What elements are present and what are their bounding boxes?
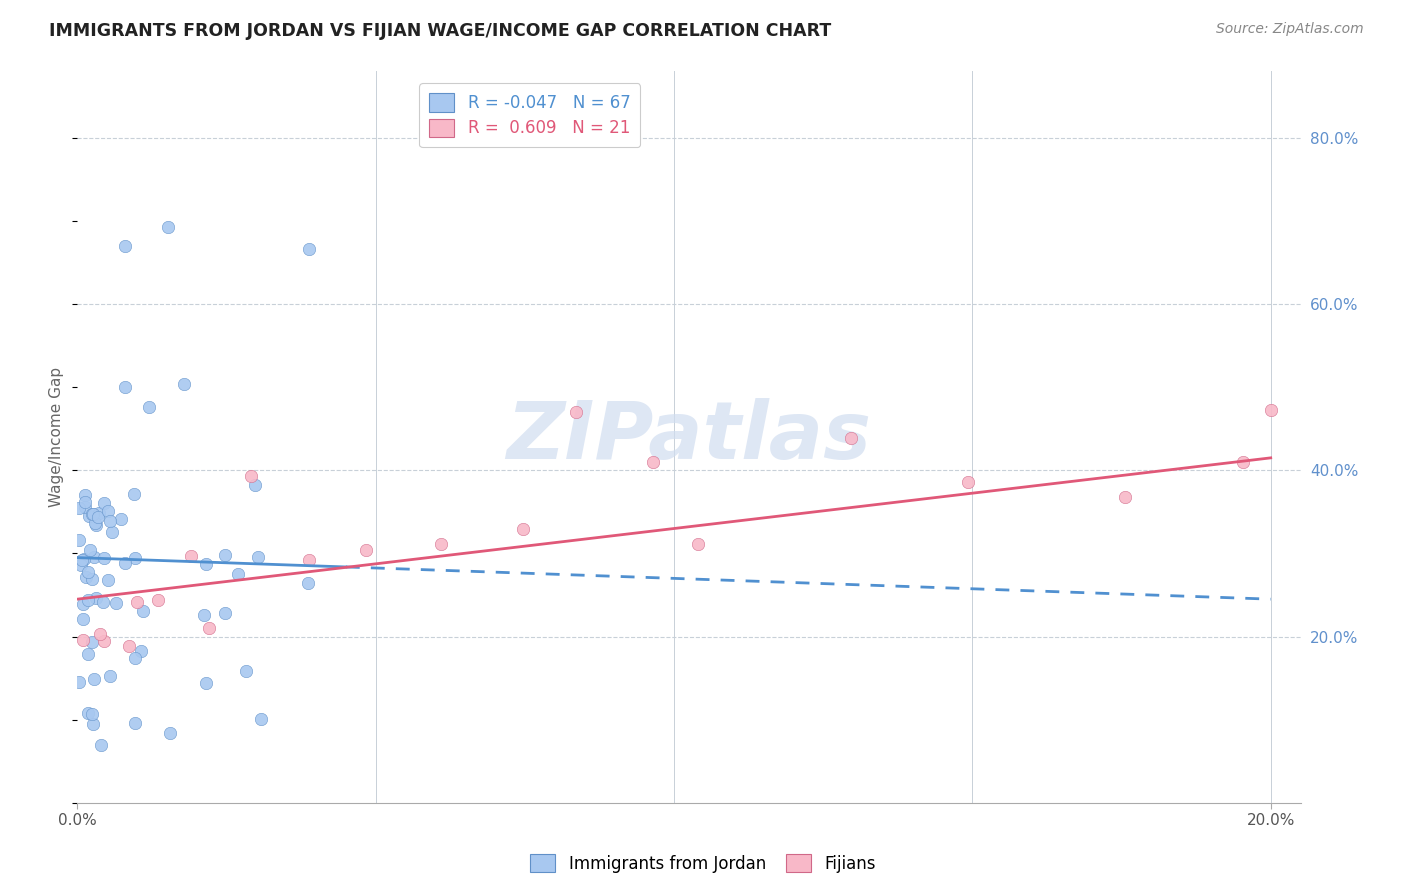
Point: [72, 597, 94, 611]
Point: [124, 716, 146, 731]
Point: [245, 478, 267, 492]
Point: [240, 469, 263, 483]
Point: [80, 572, 103, 586]
Point: [430, 537, 453, 551]
Point: [193, 607, 215, 622]
Point: [214, 606, 236, 620]
Point: [73, 495, 96, 509]
Point: [83, 550, 105, 565]
Point: [72, 551, 94, 566]
Legend: R = -0.047   N = 67, R =  0.609   N = 21: R = -0.047 N = 67, R = 0.609 N = 21: [419, 83, 641, 147]
Point: [688, 537, 710, 551]
Point: [129, 644, 152, 658]
Point: [97, 573, 120, 587]
Point: [180, 549, 202, 563]
Point: [643, 455, 665, 469]
Point: [89, 507, 111, 521]
Point: [100, 668, 122, 682]
Point: [67, 533, 90, 548]
Point: [82, 507, 104, 521]
Point: [86, 509, 108, 524]
Point: [146, 593, 169, 607]
Legend: Immigrants from Jordan, Fijians: Immigrants from Jordan, Fijians: [523, 847, 883, 880]
Point: [77, 593, 100, 607]
Point: [249, 712, 271, 726]
Point: [98, 514, 121, 528]
Point: [124, 551, 146, 566]
Point: [565, 405, 588, 419]
Point: [118, 640, 141, 654]
Point: [1232, 455, 1254, 469]
Point: [80, 706, 103, 721]
Point: [297, 553, 319, 567]
Point: [84, 591, 107, 605]
Point: [298, 242, 321, 256]
Point: [73, 488, 96, 502]
Point: [101, 525, 124, 540]
Point: [93, 634, 115, 648]
Point: [93, 551, 115, 566]
Point: [138, 401, 160, 415]
Point: [82, 635, 104, 649]
Point: [105, 595, 128, 609]
Point: [67, 501, 90, 516]
Point: [72, 612, 94, 626]
Point: [122, 487, 145, 501]
Point: [354, 543, 377, 558]
Point: [131, 604, 153, 618]
Point: [79, 543, 101, 558]
Point: [89, 627, 111, 641]
Point: [246, 549, 269, 564]
Point: [91, 595, 114, 609]
Point: [80, 507, 103, 521]
Point: [157, 219, 180, 234]
Point: [226, 567, 249, 582]
Point: [839, 431, 862, 445]
Point: [214, 549, 236, 563]
Point: [110, 512, 132, 526]
Point: [1114, 491, 1136, 505]
Point: [956, 475, 979, 489]
Point: [124, 651, 146, 665]
Point: [77, 647, 100, 661]
Text: ZIPatlas: ZIPatlas: [506, 398, 872, 476]
Y-axis label: Wage/Income Gap: Wage/Income Gap: [49, 367, 65, 508]
Point: [198, 621, 221, 635]
Point: [1260, 403, 1282, 417]
Point: [75, 500, 97, 515]
Point: [76, 566, 98, 580]
Point: [194, 676, 217, 690]
Point: [114, 556, 136, 570]
Point: [235, 664, 257, 678]
Point: [93, 496, 115, 510]
Point: [67, 675, 90, 690]
Point: [114, 239, 136, 253]
Text: Source: ZipAtlas.com: Source: ZipAtlas.com: [1216, 22, 1364, 37]
Point: [83, 672, 105, 686]
Point: [90, 738, 112, 752]
Point: [82, 716, 104, 731]
Point: [75, 570, 97, 584]
Point: [125, 595, 148, 609]
Point: [297, 576, 319, 591]
Text: IMMIGRANTS FROM JORDAN VS FIJIAN WAGE/INCOME GAP CORRELATION CHART: IMMIGRANTS FROM JORDAN VS FIJIAN WAGE/IN…: [49, 22, 831, 40]
Point: [114, 380, 136, 394]
Point: [97, 504, 120, 518]
Point: [159, 726, 181, 740]
Point: [77, 706, 100, 721]
Point: [173, 376, 195, 391]
Point: [70, 553, 93, 567]
Point: [195, 557, 218, 571]
Point: [84, 517, 107, 532]
Point: [69, 558, 91, 572]
Point: [77, 509, 100, 524]
Point: [72, 633, 94, 648]
Point: [84, 516, 107, 530]
Point: [512, 522, 534, 536]
